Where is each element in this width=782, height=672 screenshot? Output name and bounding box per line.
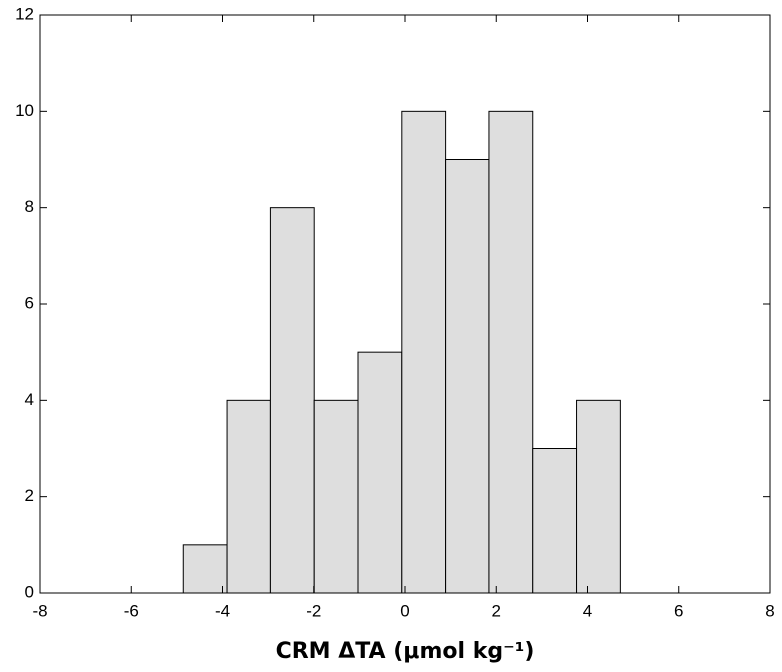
bar bbox=[313, 399, 359, 594]
y-tick-label: 4 bbox=[25, 390, 34, 409]
y-tick-label: 2 bbox=[25, 486, 34, 505]
x-tick-label: 0 bbox=[400, 601, 409, 620]
y-tick-label: 6 bbox=[25, 293, 34, 312]
bar bbox=[488, 110, 534, 594]
bar bbox=[445, 159, 490, 594]
bar bbox=[532, 448, 578, 594]
bar bbox=[182, 544, 228, 594]
x-tick-label: 4 bbox=[583, 601, 592, 620]
y-tick-label: 10 bbox=[15, 101, 34, 120]
y-tick-label: 12 bbox=[15, 4, 34, 23]
x-tick-label: 8 bbox=[765, 601, 774, 620]
x-tick-label: -6 bbox=[124, 601, 139, 620]
bar bbox=[269, 207, 315, 594]
bar bbox=[401, 110, 447, 594]
y-tick-label: 8 bbox=[25, 197, 34, 216]
bar bbox=[226, 399, 271, 594]
bar bbox=[576, 399, 621, 594]
x-tick-label: 6 bbox=[674, 601, 683, 620]
y-tick-label: 0 bbox=[25, 582, 34, 601]
x-tick-label: -4 bbox=[215, 601, 230, 620]
x-tick-label: -8 bbox=[32, 601, 47, 620]
bar bbox=[357, 351, 403, 594]
x-axis-title: CRM ΔTA (μmol kg⁻¹) bbox=[276, 639, 535, 664]
x-tick-label: -2 bbox=[306, 601, 321, 620]
x-tick-label: 2 bbox=[492, 601, 501, 620]
